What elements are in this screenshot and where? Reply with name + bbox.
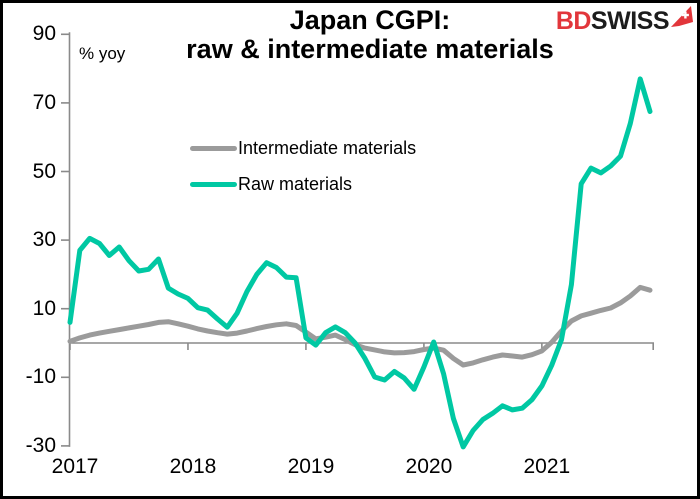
chart-title-line2: raw & intermediate materials	[186, 34, 554, 64]
y-tick-label--30: -30	[25, 433, 56, 457]
y-tick-label--10: -10	[25, 365, 56, 389]
legend-item-intermediate-materials: Intermediate materials	[190, 138, 416, 158]
y-tick-label-70: 70	[32, 90, 56, 114]
legend-swatch	[190, 181, 237, 187]
logo-text-bd: BD	[555, 7, 592, 35]
swiss-flag-arrow-icon	[669, 6, 694, 33]
legend-label: Raw materials	[238, 173, 353, 194]
y-tick-label-30: 30	[32, 228, 56, 252]
raw-materials-line	[67, 76, 653, 450]
y-tick-label-10: 10	[32, 296, 56, 320]
legend: Intermediate materials Raw materials	[190, 138, 416, 210]
x-tick-label-2017: 2017	[51, 455, 99, 478]
x-tick-label-2020: 2020	[405, 455, 453, 478]
x-tick-label-2018: 2018	[169, 455, 217, 478]
legend-label: Intermediate materials	[238, 137, 417, 158]
x-tick-label-2021: 2021	[523, 455, 571, 478]
y-axis-unit-label: % yoy	[79, 44, 126, 63]
legend-item-raw-materials: Raw materials	[190, 174, 416, 194]
logo-text-swiss: SWISS	[590, 7, 670, 35]
chart-title-line1: Japan CGPI:	[289, 5, 451, 35]
y-tick-label-50: 50	[32, 159, 56, 183]
chart-title: Japan CGPI: raw & intermediate materials	[150, 6, 590, 64]
bdswiss-logo: BD SWISS	[555, 6, 694, 35]
y-tick-label-90: 90	[32, 22, 56, 46]
x-tick-label-2019: 2019	[287, 455, 335, 478]
legend-swatch	[190, 145, 237, 151]
